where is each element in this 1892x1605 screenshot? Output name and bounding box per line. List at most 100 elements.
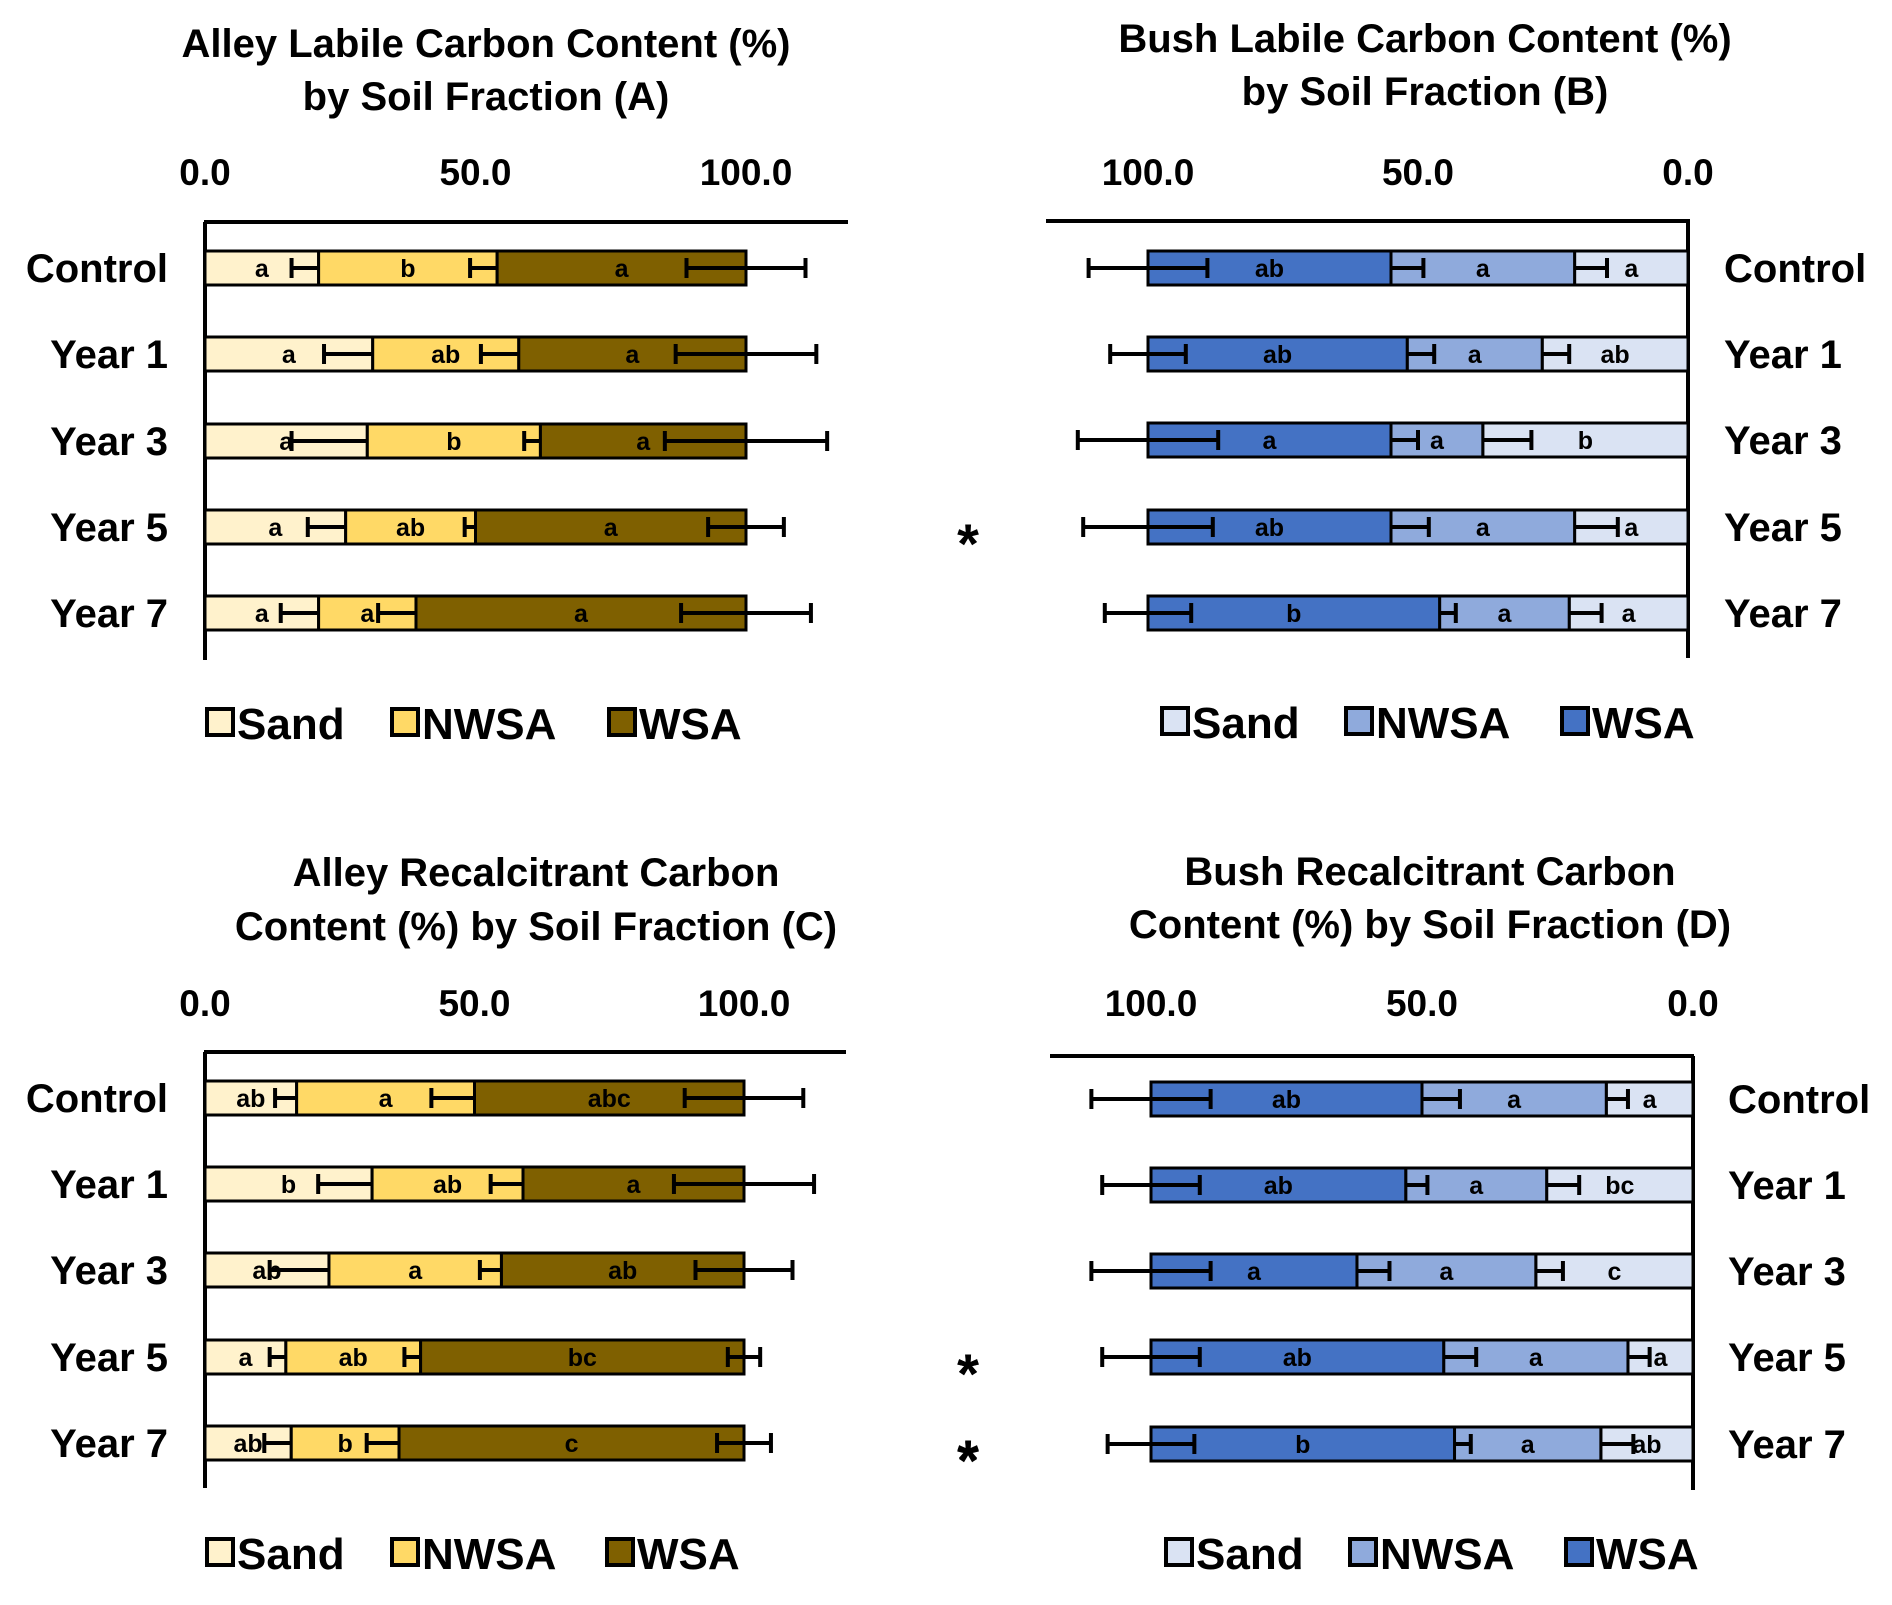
legend-label: NWSA <box>422 1530 556 1579</box>
significance-letter: a <box>408 1257 423 1285</box>
bar-segment-wsa <box>499 1251 746 1289</box>
significance-letter: a <box>1521 1431 1536 1459</box>
bar-row-1: b ab a <box>203 1165 817 1203</box>
bar-row-0: a a ab <box>1086 249 1690 287</box>
chart-title-line-1: Bush Labile Carbon Content (%) <box>1118 17 1731 61</box>
legend-label: Sand <box>1196 1530 1304 1579</box>
error-bar <box>671 1174 817 1194</box>
bar-segment-wsa <box>1146 335 1409 373</box>
bar-segment-wsa <box>397 1424 746 1462</box>
x-tick-label: 100.0 <box>1105 983 1198 1024</box>
panel-b-bush-labile-chart: Bush Labile Carbon Content (%) by Soil Fr… <box>1046 17 1866 748</box>
significance-letter: a <box>1476 514 1491 542</box>
error-bar <box>1100 1347 1202 1367</box>
bar-segment-nwsa <box>344 508 477 546</box>
significance-letter: c <box>565 1430 579 1458</box>
bar-row-4: ab b c <box>203 1424 773 1462</box>
category-label: Year 1 <box>1728 1164 1846 1208</box>
error-bar <box>1089 1089 1213 1109</box>
category-label: Year 7 <box>1724 592 1842 636</box>
significance-letter: a <box>625 341 640 369</box>
bar-row-0: ab a abc <box>203 1079 806 1117</box>
x-tick-label: 100.0 <box>1102 152 1195 193</box>
category-label: Year 3 <box>1724 419 1842 463</box>
bar-row-3: a ab a <box>203 508 786 546</box>
significance-letter: ab <box>433 1171 462 1199</box>
significance-letter: a <box>379 1085 394 1113</box>
error-bar <box>1075 430 1221 450</box>
significance-letter: ab <box>1632 1431 1661 1459</box>
significance-star: * <box>957 1342 979 1405</box>
legend-item-sand: Sand <box>1160 699 1300 748</box>
significance-letter: b <box>337 1430 352 1458</box>
bar-segment-nwsa <box>365 422 542 460</box>
significance-letter: ab <box>1283 1344 1312 1372</box>
significance-letter: a <box>615 255 630 283</box>
x-tick-label: 0.0 <box>179 983 230 1024</box>
significance-letter: ab <box>1272 1086 1301 1114</box>
legend-swatch <box>605 1537 635 1567</box>
significance-letter: a <box>1263 427 1278 455</box>
x-tick-label: 100.0 <box>700 152 793 193</box>
error-bar <box>725 1347 763 1367</box>
category-label: Year 3 <box>50 420 168 464</box>
significance-letter: a <box>1624 514 1639 542</box>
chart-title-line-2: Content (%) by Soil Fraction (C) <box>235 905 837 949</box>
category-label: Year 1 <box>50 1163 168 1207</box>
error-bar <box>1081 517 1215 537</box>
category-label: Year 7 <box>1728 1423 1846 1467</box>
significance-letter: bc <box>1605 1172 1634 1200</box>
panel-d-bush-recalcitrant-chart: Bush Recalcitrant Carbon Content (%) by S… <box>957 850 1870 1579</box>
legend-item-nwsa: NWSA <box>1344 699 1510 748</box>
significance-letter: ab <box>396 514 425 542</box>
category-label: Year 5 <box>1724 506 1842 550</box>
legend-label: WSA <box>1592 699 1695 748</box>
bar-row-4: aab <box>1102 594 1690 632</box>
x-tick-label: 50.0 <box>1386 983 1458 1024</box>
bar-row-3: a a ab <box>1081 508 1690 546</box>
bar-row-1: bc a ab <box>1100 1166 1695 1204</box>
bar-row-3: a ab bc <box>203 1338 763 1376</box>
significance-letter: ab <box>1255 255 1284 283</box>
bar-segment-wsa <box>474 508 748 546</box>
significance-letter: a <box>574 600 589 628</box>
chart-title-line-1: Alley Recalcitrant Carbon <box>293 851 780 895</box>
chart-title-line-2: Content (%) by Soil Fraction (D) <box>1129 903 1731 947</box>
legend-item-sand: Sand <box>205 1530 345 1579</box>
legend-label: NWSA <box>422 700 556 749</box>
error-bar <box>684 258 808 278</box>
x-tick-label: 50.0 <box>439 152 511 193</box>
significance-star: * <box>957 1428 979 1491</box>
significance-letter: a <box>1468 341 1483 369</box>
significance-letter: b <box>446 428 461 456</box>
legend-swatch <box>390 1537 420 1567</box>
legend-item-wsa: WSA <box>607 700 742 749</box>
category-label: Year 5 <box>50 1336 168 1380</box>
legend-swatch <box>1164 1537 1194 1567</box>
significance-letter: b <box>1578 427 1593 455</box>
legend-label: Sand <box>237 700 345 749</box>
legend-label: NWSA <box>1380 1530 1514 1579</box>
significance-letter: a <box>1247 1258 1262 1286</box>
legend-swatch <box>1560 706 1590 736</box>
significance-letter: a <box>604 514 619 542</box>
category-label: Year 3 <box>50 1249 168 1293</box>
significance-letter: bc <box>568 1344 597 1372</box>
legend-label: WSA <box>639 700 742 749</box>
legend-swatch <box>1348 1537 1378 1567</box>
significance-letter: a <box>1643 1086 1658 1114</box>
chart-title-line-2: by Soil Fraction (A) <box>303 75 670 119</box>
significance-letter: a <box>255 600 270 628</box>
significance-letter: a <box>1469 1172 1484 1200</box>
legend-item-nwsa: NWSA <box>1348 1530 1514 1579</box>
significance-letter: b <box>400 255 415 283</box>
error-bar <box>673 344 819 364</box>
significance-letter: a <box>238 1344 253 1372</box>
error-bar <box>1108 344 1188 364</box>
significance-letter: a <box>255 255 270 283</box>
significance-star: * <box>957 1342 979 1405</box>
legend-swatch <box>205 1537 235 1567</box>
legend-swatch <box>1564 1537 1594 1567</box>
